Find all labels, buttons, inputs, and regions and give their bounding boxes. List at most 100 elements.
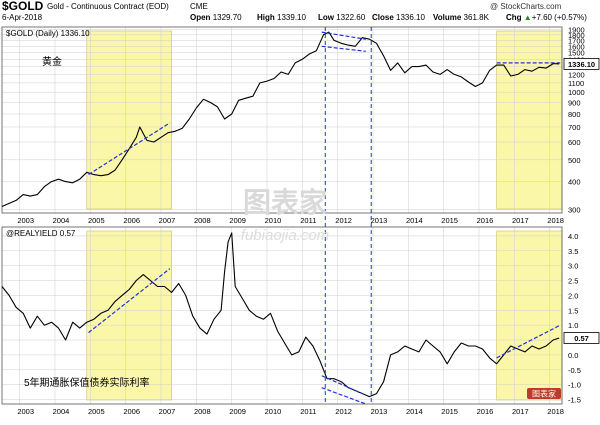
last-value-label: 0.57 xyxy=(574,334,589,343)
last-value-label: 1336.10 xyxy=(568,60,595,69)
trendline xyxy=(321,45,366,52)
ohlc-change: Chg ▲+7.60 (+0.57%) xyxy=(506,13,587,22)
highlight-box xyxy=(86,230,172,401)
x-tick-label: 2007 xyxy=(159,216,176,225)
yield-annotation: 5年期通胀保值债券实际利率 xyxy=(24,376,150,389)
y-tick-label: 3.0 xyxy=(568,262,578,271)
x-tick-label: 2004 xyxy=(53,407,70,416)
x-tick-label: 2015 xyxy=(441,216,458,225)
x-tick-label: 2007 xyxy=(159,407,176,416)
x-tick-label: 2009 xyxy=(229,407,246,416)
symbol-label: $GOLD xyxy=(2,0,44,13)
x-tick-label: 2008 xyxy=(194,407,211,416)
y-tick-label: 600 xyxy=(568,138,581,147)
y-tick-label: 1500 xyxy=(568,49,585,58)
y-tick-label: 4.0 xyxy=(568,232,578,241)
x-tick-label: 2018 xyxy=(547,216,564,225)
y-tick-label: -1.5 xyxy=(568,396,581,405)
y-tick-label: 3.5 xyxy=(568,247,578,256)
x-tick-label: 2014 xyxy=(406,216,423,225)
y-tick-label: -1.0 xyxy=(568,381,581,390)
chart-date: 6-Apr-2018 xyxy=(2,13,43,22)
stockcharts-credit[interactable]: @ StockCharts.com xyxy=(490,2,562,11)
last-value-tag xyxy=(563,332,600,344)
y-tick-label: 1.0 xyxy=(568,321,578,330)
ohlc-high: High 1339.10 xyxy=(257,13,306,22)
y-tick-label: 1200 xyxy=(568,70,585,79)
x-tick-label: 2005 xyxy=(88,407,105,416)
x-tick-label: 2013 xyxy=(371,216,388,225)
watermark-cn: 图表家 xyxy=(243,186,327,218)
exchange-label: CME xyxy=(190,2,208,11)
y-tick-label: 1100 xyxy=(568,79,584,88)
x-tick-label: 2013 xyxy=(371,407,388,416)
y-tick-label: 1800 xyxy=(568,31,585,40)
x-tick-label: 2016 xyxy=(477,216,494,225)
y-tick-label: 2.0 xyxy=(568,291,578,300)
x-tick-label: 2012 xyxy=(335,407,352,416)
trendline xyxy=(88,268,171,334)
y-tick-label: 700 xyxy=(568,123,581,132)
brand-logo xyxy=(527,388,561,399)
last-value-tag xyxy=(563,58,600,70)
y-tick-label: 2.5 xyxy=(568,277,578,286)
y-tick-label: 400 xyxy=(568,178,581,187)
y-tick-label: 1700 xyxy=(568,36,585,45)
x-tick-label: 2018 xyxy=(547,407,564,416)
y-tick-label: 800 xyxy=(568,110,581,119)
x-tick-label: 2003 xyxy=(17,216,34,225)
ohlc-low: Low 1322.60 xyxy=(318,13,366,22)
up-triangle-icon: ▲ xyxy=(523,13,532,22)
y-tick-label: 500 xyxy=(568,156,581,165)
y-tick-label: 0.0 xyxy=(568,351,578,360)
x-tick-label: 2015 xyxy=(441,407,458,416)
x-tick-label: 2006 xyxy=(123,407,140,416)
gold-annotation: 黄金 xyxy=(42,55,62,68)
trendline xyxy=(88,122,171,176)
x-tick-label: 2017 xyxy=(512,407,529,416)
trendline xyxy=(321,31,367,40)
trendline xyxy=(321,375,367,396)
gold-series-line xyxy=(1,31,560,208)
x-tick-label: 2012 xyxy=(335,216,352,225)
gold-price-panel: 3004005006007008009001000110012001300140… xyxy=(1,26,600,225)
panel-frame xyxy=(1,226,563,405)
gold-panel-title: $GOLD (Daily) 1336.10 xyxy=(6,29,90,38)
x-tick-label: 2006 xyxy=(123,216,140,225)
trendline xyxy=(321,387,367,405)
highlight-box xyxy=(496,230,563,401)
x-tick-label: 2011 xyxy=(300,216,316,225)
y-tick-label: 1600 xyxy=(568,42,585,51)
x-tick-label: 2010 xyxy=(265,407,282,416)
x-tick-label: 2017 xyxy=(512,216,529,225)
y-tick-label: 1900 xyxy=(568,26,585,35)
y-tick-label: 900 xyxy=(568,98,581,107)
ohlc-open: Open 1329.70 xyxy=(190,13,242,22)
y-tick-label: 1000 xyxy=(568,88,585,97)
x-tick-label: 2005 xyxy=(88,216,105,225)
x-tick-label: 2014 xyxy=(406,407,423,416)
x-tick-label: 2011 xyxy=(300,407,316,416)
watermark-en: fubiaojia.com xyxy=(241,227,329,244)
y-tick-label: -0.5 xyxy=(568,366,581,375)
y-tick-label: 300 xyxy=(568,206,581,215)
real-yield-panel: -1.5-1.0-0.50.00.51.01.52.02.53.03.54.02… xyxy=(1,226,600,416)
brand-logo-text: 图表家 xyxy=(532,389,556,399)
yield-series-line xyxy=(1,232,560,398)
panel-frame xyxy=(1,26,563,214)
contract-description: Gold - Continuous Contract (EOD) xyxy=(47,2,169,11)
overlay-layer: 图表家 fubiaojia.com 图表家 xyxy=(241,27,561,404)
x-tick-label: 2003 xyxy=(17,407,34,416)
x-tick-label: 2008 xyxy=(194,216,211,225)
x-tick-label: 2010 xyxy=(265,216,282,225)
y-tick-label: 1.5 xyxy=(568,306,578,315)
highlight-box xyxy=(86,30,172,210)
x-tick-label: 2009 xyxy=(229,216,246,225)
ohlc-volume: Volume 361.8K xyxy=(433,13,489,22)
highlight-box xyxy=(496,30,563,210)
ohlc-close: Close 1336.10 xyxy=(372,13,425,22)
x-tick-label: 2016 xyxy=(477,407,494,416)
x-tick-label: 2004 xyxy=(53,216,70,225)
yield-panel-title: @REALYIELD 0.57 xyxy=(6,229,76,238)
